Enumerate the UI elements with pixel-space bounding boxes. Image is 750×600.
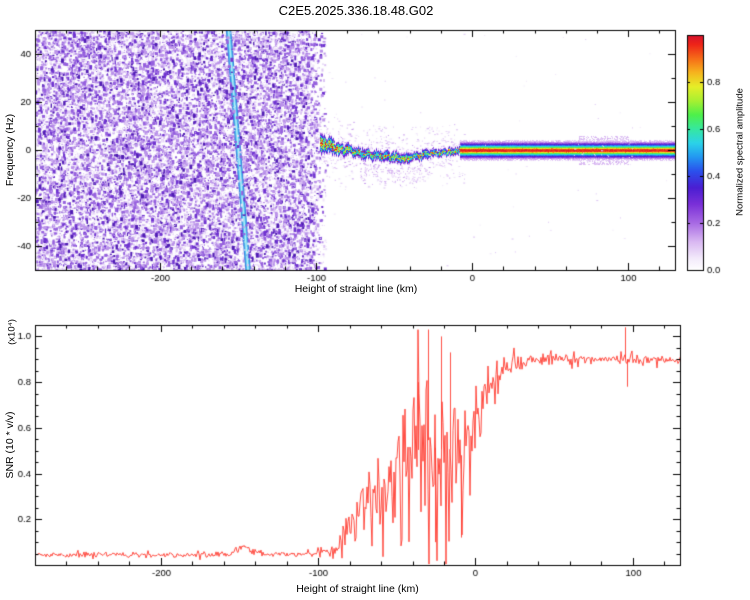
spectrogram-x-axis-label: Height of straight line (km) bbox=[294, 283, 418, 295]
snr-y-scale-label: (x10⁴) bbox=[6, 319, 18, 345]
snr-y-axis-label: SNR (10 * v/v) bbox=[4, 411, 16, 479]
colorbar-label: Normalized spectral amplitude bbox=[734, 88, 746, 216]
figure-title: C2E5.2025.336.18.48.G02 bbox=[278, 3, 434, 18]
snr-x-axis-label: Height of straight line (km) bbox=[296, 583, 419, 595]
spectrogram-y-axis-label: Frequency (Hz) bbox=[4, 113, 16, 187]
